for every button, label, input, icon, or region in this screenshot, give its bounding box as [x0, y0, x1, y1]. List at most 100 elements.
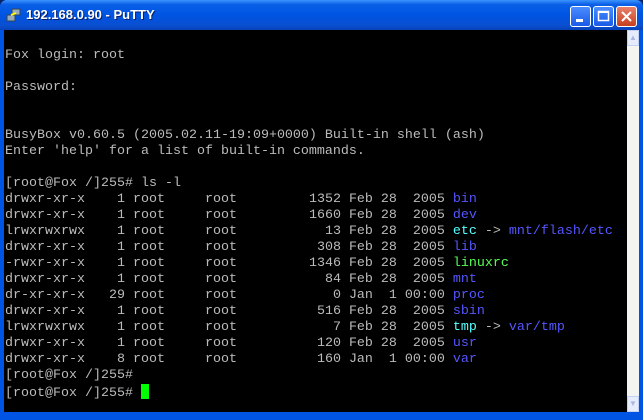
- terminal-line: [root@Fox /]255# ls -l: [5, 176, 613, 192]
- file-name: linuxrc: [452, 256, 509, 271]
- scrollbar[interactable]: ▲ ▼: [627, 30, 639, 412]
- file-group: root: [204, 288, 277, 303]
- scroll-up-arrow-icon[interactable]: ▲: [627, 30, 639, 46]
- terminal-line: Fox login: root: [5, 48, 613, 64]
- file-size: 13: [276, 224, 349, 239]
- close-icon: [621, 11, 632, 22]
- file-links: 29: [92, 288, 133, 303]
- file-size: 1660: [276, 208, 349, 223]
- terminal-line: Enter 'help' for a list of built-in comm…: [5, 144, 613, 160]
- file-name: tmp: [452, 320, 477, 335]
- listing-row: lrwxrwxrwx 1 root root 7 Feb 28 2005 tmp…: [5, 320, 613, 336]
- listing-row: drwxr-xr-x 1 root root 516 Feb 28 2005 s…: [5, 304, 613, 320]
- window-title: 192.168.0.90 - PuTTY: [26, 7, 155, 22]
- file-date: Feb 28 2005: [348, 208, 453, 223]
- terminal-line: [5, 96, 613, 112]
- file-size: 0: [276, 288, 349, 303]
- file-size: 84: [276, 272, 349, 287]
- listing-row: dr-xr-xr-x 29 root root 0 Jan 1 00:00 pr…: [5, 288, 613, 304]
- symlink-arrow: ->: [476, 320, 509, 335]
- listing-row: drwxr-xr-x 1 root root 1352 Feb 28 2005 …: [5, 192, 613, 208]
- terminal-line: BusyBox v0.60.5 (2005.02.11-19:09+0000) …: [5, 128, 613, 144]
- shell-prompt: [root@Fox /]255#: [5, 386, 141, 401]
- file-date: Feb 28 2005: [348, 192, 453, 207]
- file-links: 1: [92, 320, 133, 335]
- listing-row: drwxr-xr-x 8 root root 160 Jan 1 00:00 v…: [5, 352, 613, 368]
- file-size: 308: [276, 240, 349, 255]
- terminal-line: [5, 160, 613, 176]
- file-permissions: drwxr-xr-x: [5, 336, 93, 351]
- file-date: Feb 28 2005: [348, 320, 453, 335]
- file-date: Jan 1 00:00: [348, 352, 453, 367]
- maximize-button[interactable]: [593, 6, 614, 27]
- file-links: 1: [92, 224, 133, 239]
- file-links: 1: [92, 336, 133, 351]
- file-permissions: -rwxr-xr-x: [5, 256, 93, 271]
- maximize-icon: [597, 10, 610, 22]
- file-owner: root: [132, 256, 205, 271]
- file-group: root: [204, 208, 277, 223]
- file-links: 1: [92, 240, 133, 255]
- listing-row: drwxr-xr-x 1 root root 120 Feb 28 2005 u…: [5, 336, 613, 352]
- file-links: 8: [92, 352, 133, 367]
- file-owner: root: [132, 288, 205, 303]
- file-owner: root: [132, 304, 205, 319]
- title-bar[interactable]: 192.168.0.90 - PuTTY: [0, 0, 643, 30]
- file-date: Feb 28 2005: [348, 304, 453, 319]
- file-owner: root: [132, 192, 205, 207]
- file-owner: root: [132, 336, 205, 351]
- file-group: root: [204, 336, 277, 351]
- file-name: bin: [452, 192, 477, 207]
- file-group: root: [204, 352, 277, 367]
- file-name: mnt: [452, 272, 477, 287]
- file-owner: root: [132, 224, 205, 239]
- scroll-down-arrow-icon[interactable]: ▼: [627, 396, 639, 412]
- terminal[interactable]: Fox login: root Password: BusyBox v0.60.5 …: [4, 30, 627, 412]
- listing-row: drwxr-xr-x 1 root root 84 Feb 28 2005 mn…: [5, 272, 613, 288]
- file-permissions: drwxr-xr-x: [5, 304, 93, 319]
- file-links: 1: [92, 256, 133, 271]
- file-date: Jan 1 00:00: [348, 288, 453, 303]
- file-date: Feb 28 2005: [348, 272, 453, 287]
- symlink-target: var/tmp: [508, 320, 565, 335]
- file-permissions: drwxr-xr-x: [5, 192, 93, 207]
- file-owner: root: [132, 352, 205, 367]
- file-size: 1352: [276, 192, 349, 207]
- file-size: 7: [276, 320, 349, 335]
- listing-row: -rwxr-xr-x 1 root root 1346 Feb 28 2005 …: [5, 256, 613, 272]
- cursor: [140, 384, 149, 399]
- file-owner: root: [132, 240, 205, 255]
- file-group: root: [204, 192, 277, 207]
- minimize-button[interactable]: [570, 6, 591, 27]
- terminal-line: [root@Fox /]255#: [5, 368, 613, 384]
- file-name: sbin: [452, 304, 485, 319]
- file-links: 1: [92, 304, 133, 319]
- file-date: Feb 28 2005: [348, 240, 453, 255]
- terminal-line: [5, 112, 613, 128]
- file-group: root: [204, 256, 277, 271]
- symlink-arrow: ->: [476, 224, 509, 239]
- close-button[interactable]: [616, 6, 637, 27]
- file-links: 1: [92, 192, 133, 207]
- file-group: root: [204, 304, 277, 319]
- file-size: 1346: [276, 256, 349, 271]
- terminal-text: Enter 'help' for a list of built-in comm…: [5, 144, 365, 159]
- file-name: etc: [452, 224, 477, 239]
- file-links: 1: [92, 208, 133, 223]
- file-permissions: lrwxrwxrwx: [5, 320, 93, 335]
- file-permissions: drwxr-xr-x: [5, 272, 93, 287]
- shell-prompt: [root@Fox /]255#: [5, 368, 133, 383]
- file-permissions: drwxr-xr-x: [5, 352, 93, 367]
- file-permissions: lrwxrwxrwx: [5, 224, 93, 239]
- terminal-text: BusyBox v0.60.5 (2005.02.11-19:09+0000) …: [5, 128, 485, 143]
- file-size: 120: [276, 336, 349, 351]
- terminal-line: [5, 32, 613, 48]
- terminal-text: [root@Fox /]255# ls -l: [5, 176, 181, 191]
- file-group: root: [204, 272, 277, 287]
- file-group: root: [204, 240, 277, 255]
- file-date: Feb 28 2005: [348, 224, 453, 239]
- file-name: proc: [452, 288, 485, 303]
- file-date: Feb 28 2005: [348, 256, 453, 271]
- listing-row: drwxr-xr-x 1 root root 308 Feb 28 2005 l…: [5, 240, 613, 256]
